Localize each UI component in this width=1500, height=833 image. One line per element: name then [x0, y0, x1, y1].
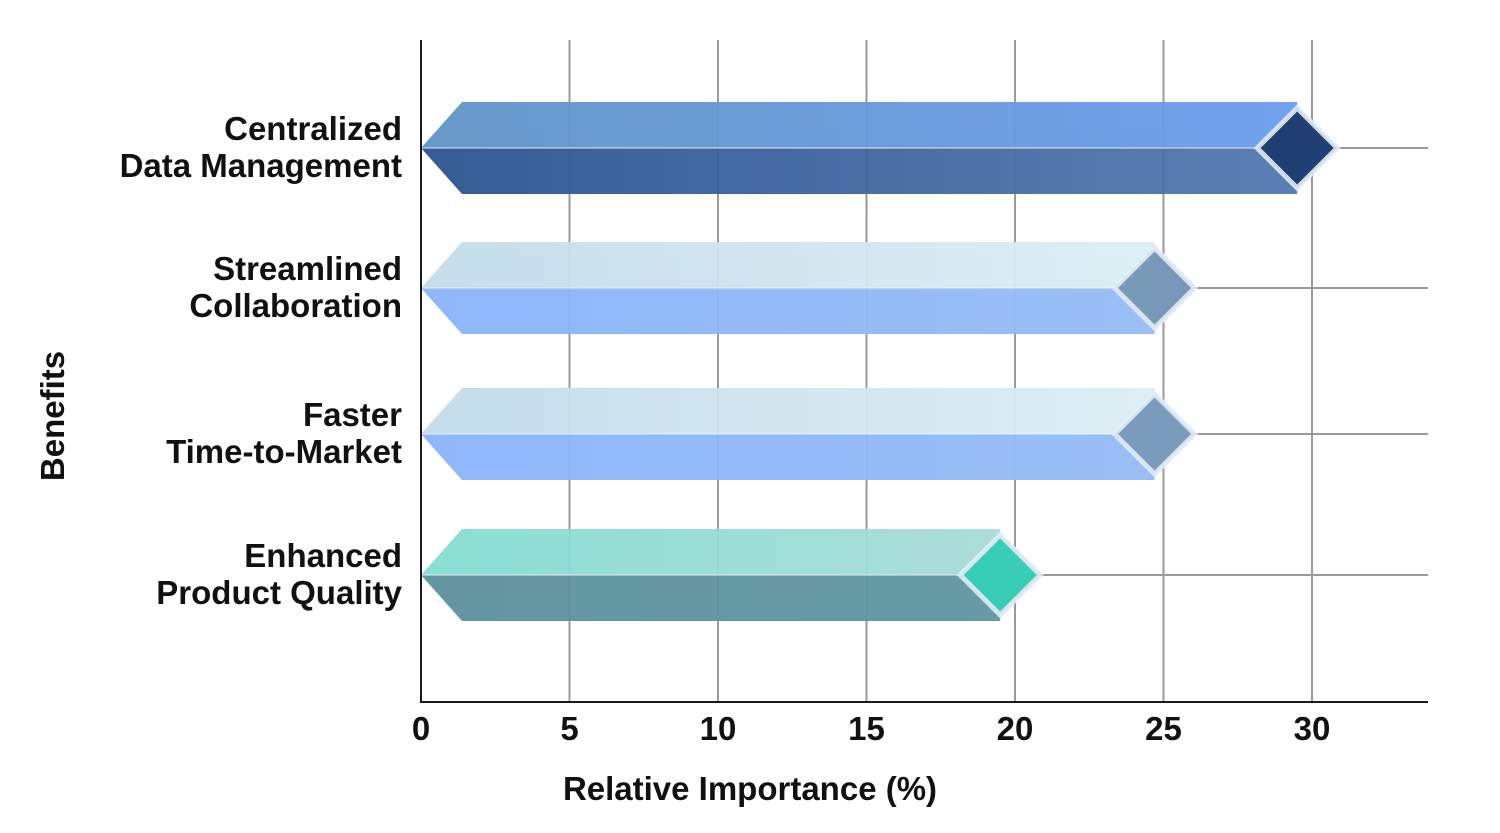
x-axis-title: Relative Importance (%)	[563, 770, 937, 807]
bar-top-face-0	[421, 102, 1298, 148]
bar-bottom-face-1	[421, 288, 1155, 334]
x-tick-10: 10	[700, 710, 737, 747]
bar-2	[421, 388, 1155, 480]
diamond-marker-2	[1111, 390, 1199, 478]
category-label-1: Streamlined Collaboration	[189, 250, 402, 324]
bars	[421, 102, 1341, 621]
category-labels: Centralized Data Management Streamlined Col…	[120, 110, 403, 611]
bar-bottom-face-2	[421, 434, 1155, 480]
category-label-0: Centralized Data Management	[120, 110, 402, 184]
x-tick-20: 20	[997, 710, 1034, 747]
x-tick-15: 15	[848, 710, 885, 747]
bar-0	[421, 102, 1298, 194]
diamond-marker-3	[956, 531, 1044, 619]
bar-top-face-1	[421, 242, 1155, 288]
y-axis-title: Benefits	[34, 351, 71, 481]
category-label-2: Faster Time-to-Market	[166, 396, 402, 470]
x-tick-30: 30	[1294, 710, 1331, 747]
bar-bottom-face-3	[421, 575, 1001, 621]
x-tick-labels: 0 5 10 15 20 25 30	[412, 710, 1331, 747]
bar-top-face-2	[421, 388, 1155, 434]
bar-1	[421, 242, 1155, 334]
x-tick-0: 0	[412, 710, 430, 747]
bar-bottom-face-0	[421, 148, 1298, 194]
bar-3	[421, 529, 1001, 621]
x-tick-5: 5	[560, 710, 578, 747]
category-label-3: Enhanced Product Quality	[156, 537, 402, 611]
axes	[420, 40, 1428, 703]
diamond-marker-1	[1111, 244, 1199, 332]
bar-top-face-3	[421, 529, 1001, 575]
x-tick-25: 25	[1145, 710, 1182, 747]
diamond-marker-0	[1253, 104, 1341, 192]
